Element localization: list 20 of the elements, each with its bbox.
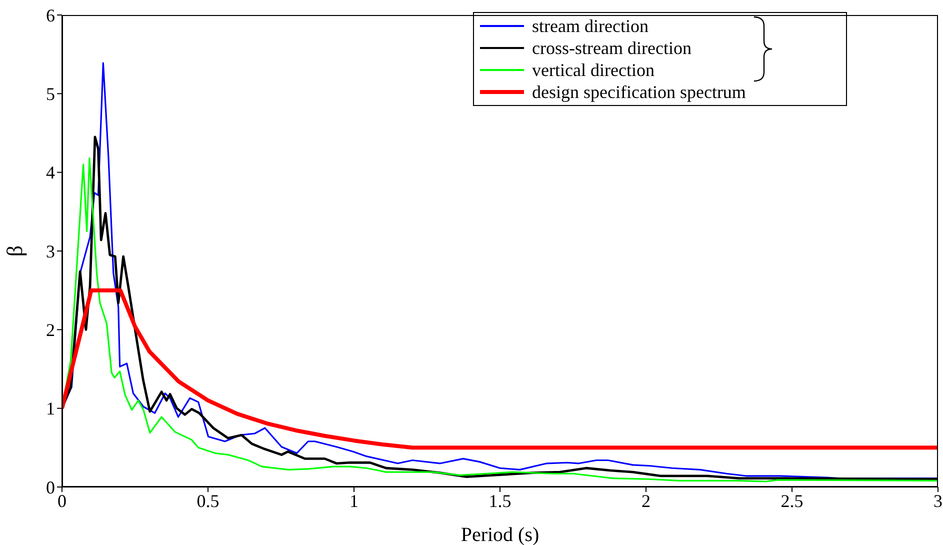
legend-label: vertical direction: [532, 59, 654, 81]
x-tick-label: 3: [934, 490, 942, 511]
x-axis-title: Period (s): [460, 524, 540, 545]
x-tick-label: 1.5: [488, 490, 512, 511]
legend-label: cross-stream direction: [532, 37, 692, 59]
y-tick-label: 2: [46, 320, 55, 340]
y-tick-label: 4: [46, 162, 55, 183]
x-tick-label: 2.5: [780, 490, 804, 511]
y-tick-label: 0: [46, 477, 55, 498]
x-tick-label: 1: [350, 490, 358, 511]
y-tick-label: 1: [46, 398, 55, 419]
y-tick-label: 3: [46, 241, 55, 262]
x-tick-label: 0.5: [196, 490, 220, 511]
x-tick-label: 2: [642, 490, 650, 511]
y-tick-label: 6: [46, 5, 55, 26]
line-series: [62, 288, 938, 450]
y-axis-title: β: [2, 245, 27, 257]
y-tick-label: 5: [46, 84, 55, 104]
legend-label: stream direction: [532, 15, 648, 37]
legend-label: design specification spectrum: [532, 81, 746, 103]
